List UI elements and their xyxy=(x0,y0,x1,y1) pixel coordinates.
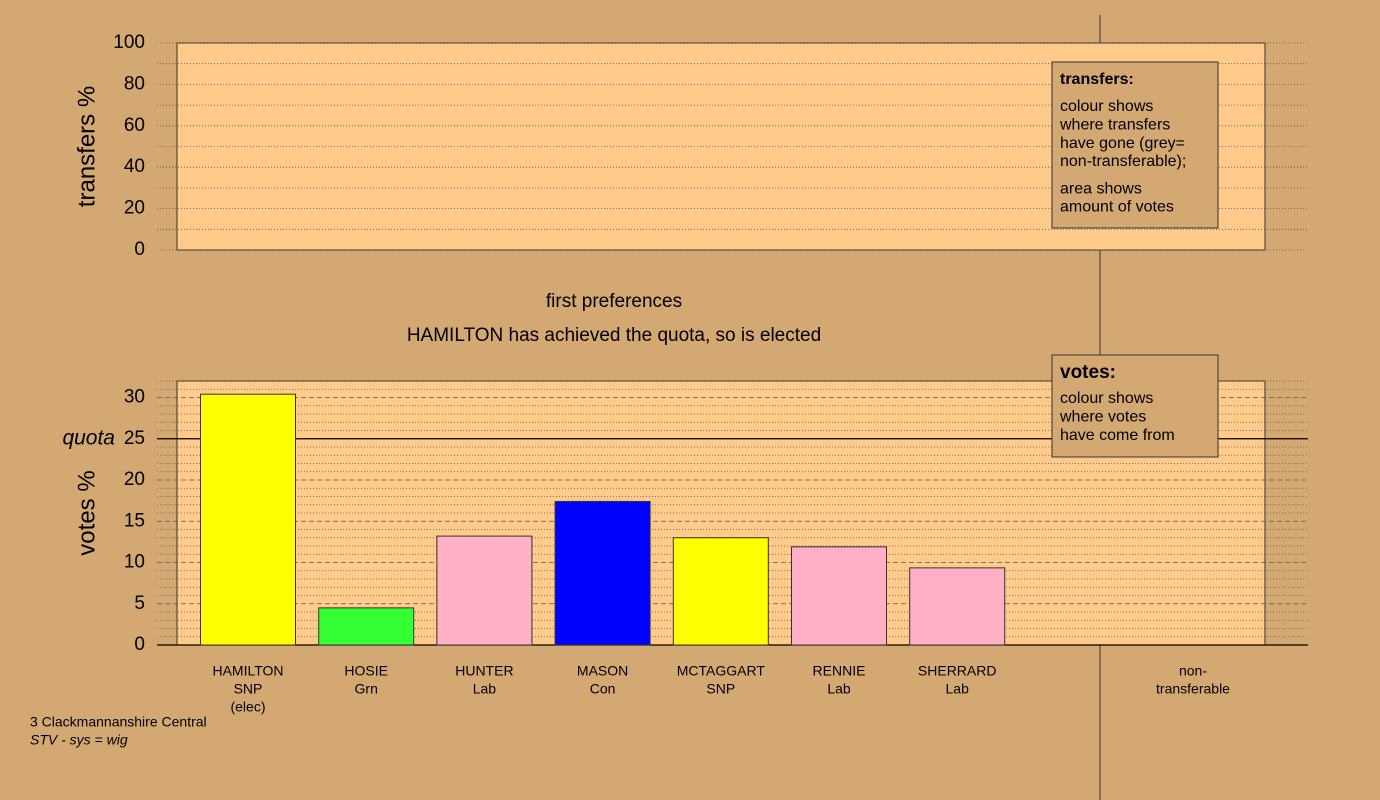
y-tick-label: 20 xyxy=(124,469,145,490)
y-tick-label: 0 xyxy=(134,634,145,655)
y-tick-label: 10 xyxy=(124,552,145,573)
x-tick-label: SNP xyxy=(234,681,263,697)
note-text: where votes xyxy=(1059,409,1146,426)
x-tick-label: non- xyxy=(1179,663,1207,679)
quota-label: quota xyxy=(62,426,115,449)
y-tick-label: 30 xyxy=(124,387,145,408)
x-tick-label: Lab xyxy=(473,681,497,697)
bar xyxy=(200,393,296,646)
x-tick-label: HOSIE xyxy=(344,663,388,679)
note-text: non-transferable); xyxy=(1060,153,1186,170)
bar xyxy=(672,537,769,646)
note-title: votes: xyxy=(1060,362,1116,383)
bar xyxy=(791,546,887,646)
x-tick-label: Lab xyxy=(827,681,851,697)
bar xyxy=(318,607,415,646)
x-tick-label: (elec) xyxy=(230,699,265,715)
y-tick-label: 20 xyxy=(124,198,145,219)
x-tick-label: HUNTER xyxy=(455,663,513,679)
x-tick-label: MASON xyxy=(577,663,628,679)
x-tick-label: transferable xyxy=(1156,681,1230,697)
y-tick-label: 60 xyxy=(124,115,145,136)
note-box xyxy=(1051,354,1219,458)
note-text: colour shows xyxy=(1060,390,1153,407)
note-text: colour shows xyxy=(1060,98,1153,115)
y-tick-label: 5 xyxy=(134,593,145,614)
y-axis-label: transfers % xyxy=(73,86,100,207)
note-text: area shows xyxy=(1060,180,1142,197)
caption: first preferences xyxy=(546,291,682,312)
note-text: have come from xyxy=(1060,427,1175,444)
x-tick-label: Con xyxy=(590,681,616,697)
y-tick-label: 80 xyxy=(124,73,145,94)
note-box xyxy=(1051,61,1219,229)
note-text: where transfers xyxy=(1059,117,1170,134)
x-tick-label: HAMILTON xyxy=(212,663,283,679)
y-tick-label: 25 xyxy=(124,428,145,449)
bar xyxy=(554,500,651,646)
y-tick-label: 100 xyxy=(113,32,145,53)
footer: STV - sys = wig xyxy=(30,732,128,748)
x-tick-label: MCTAGGART xyxy=(677,663,766,679)
footer: 3 Clackmannanshire Central xyxy=(30,714,207,730)
bar xyxy=(436,535,533,646)
y-tick-label: 0 xyxy=(134,239,145,260)
x-tick-label: RENNIE xyxy=(813,663,866,679)
x-tick-label: SHERRARD xyxy=(918,663,997,679)
y-tick-label: 40 xyxy=(124,156,145,177)
y-axis-label: votes % xyxy=(73,470,100,555)
x-tick-label: Grn xyxy=(355,681,378,697)
y-tick-label: 15 xyxy=(124,510,145,531)
note-text: have gone (grey= xyxy=(1060,135,1185,152)
note-text: amount of votes xyxy=(1060,199,1174,216)
bar xyxy=(909,567,1006,646)
note-title: transfers: xyxy=(1060,71,1134,88)
caption: HAMILTON has achieved the quota, so is e… xyxy=(407,325,821,346)
x-tick-label: Lab xyxy=(946,681,970,697)
x-tick-label: SNP xyxy=(706,681,735,697)
